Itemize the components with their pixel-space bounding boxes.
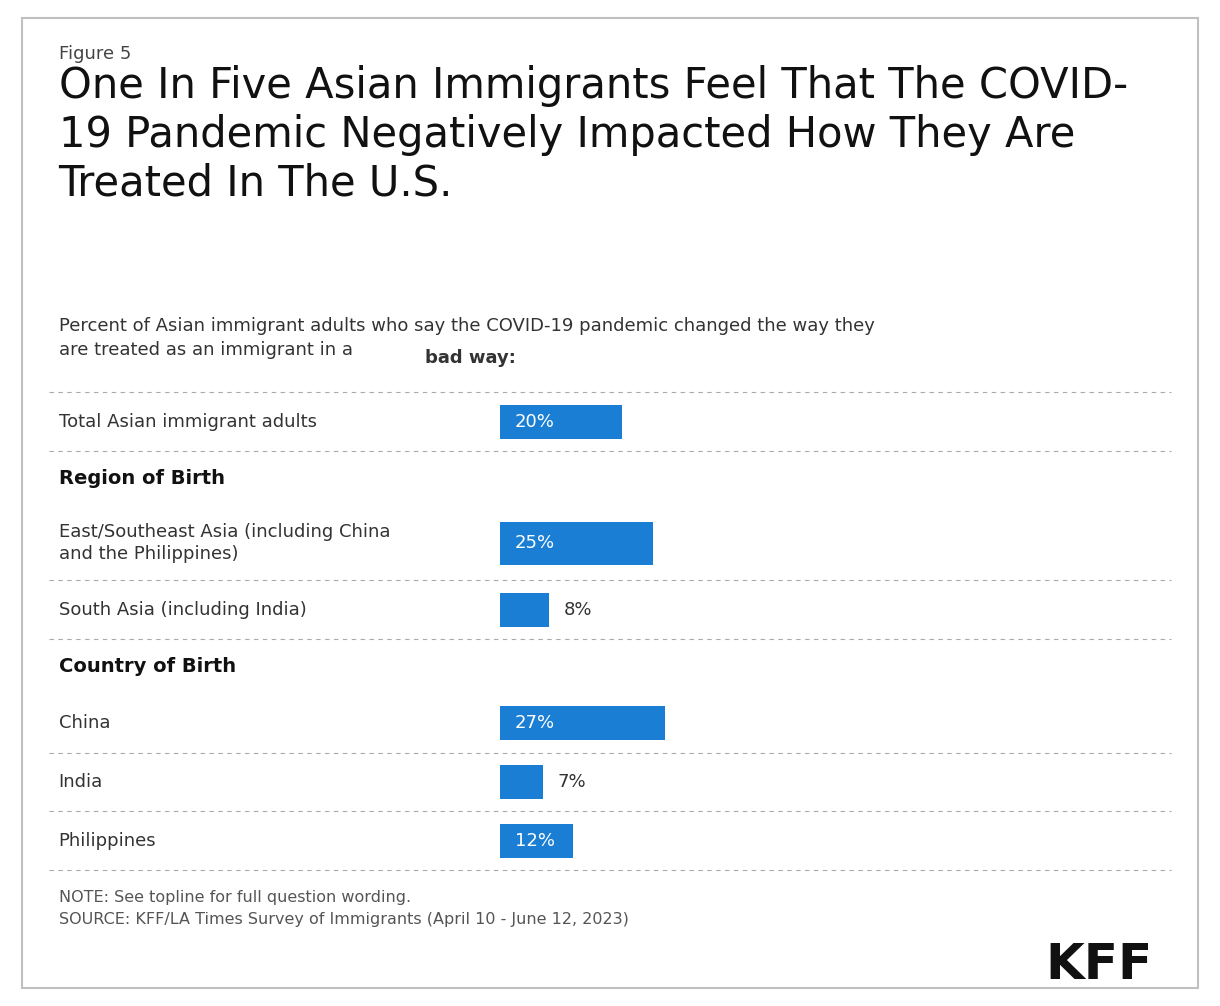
Text: 20%: 20%: [515, 412, 555, 431]
Text: Country of Birth: Country of Birth: [59, 657, 235, 676]
Text: Philippines: Philippines: [59, 832, 156, 850]
Text: NOTE: See topline for full question wording.: NOTE: See topline for full question word…: [59, 890, 411, 905]
Text: South Asia (including India): South Asia (including India): [59, 601, 306, 619]
Text: China: China: [59, 714, 110, 732]
Text: bad way:: bad way:: [425, 349, 515, 367]
Text: 27%: 27%: [515, 714, 555, 732]
Text: One In Five Asian Immigrants Feel That The COVID-
19 Pandemic Negatively Impacte: One In Five Asian Immigrants Feel That T…: [59, 65, 1127, 204]
Text: KFF: KFF: [1046, 941, 1153, 989]
Text: Region of Birth: Region of Birth: [59, 469, 224, 488]
Text: East/Southeast Asia (including China
and the Philippines): East/Southeast Asia (including China and…: [59, 523, 390, 563]
Text: 12%: 12%: [515, 832, 555, 850]
Text: 7%: 7%: [558, 773, 586, 791]
Text: Total Asian immigrant adults: Total Asian immigrant adults: [59, 412, 316, 431]
Text: Figure 5: Figure 5: [59, 45, 131, 63]
Text: 25%: 25%: [515, 534, 555, 552]
Text: 8%: 8%: [564, 601, 592, 619]
Text: SOURCE: KFF/LA Times Survey of Immigrants (April 10 - June 12, 2023): SOURCE: KFF/LA Times Survey of Immigrant…: [59, 912, 628, 928]
Text: India: India: [59, 773, 102, 791]
Text: Percent of Asian immigrant adults who say the COVID-19 pandemic changed the way : Percent of Asian immigrant adults who sa…: [59, 317, 875, 359]
